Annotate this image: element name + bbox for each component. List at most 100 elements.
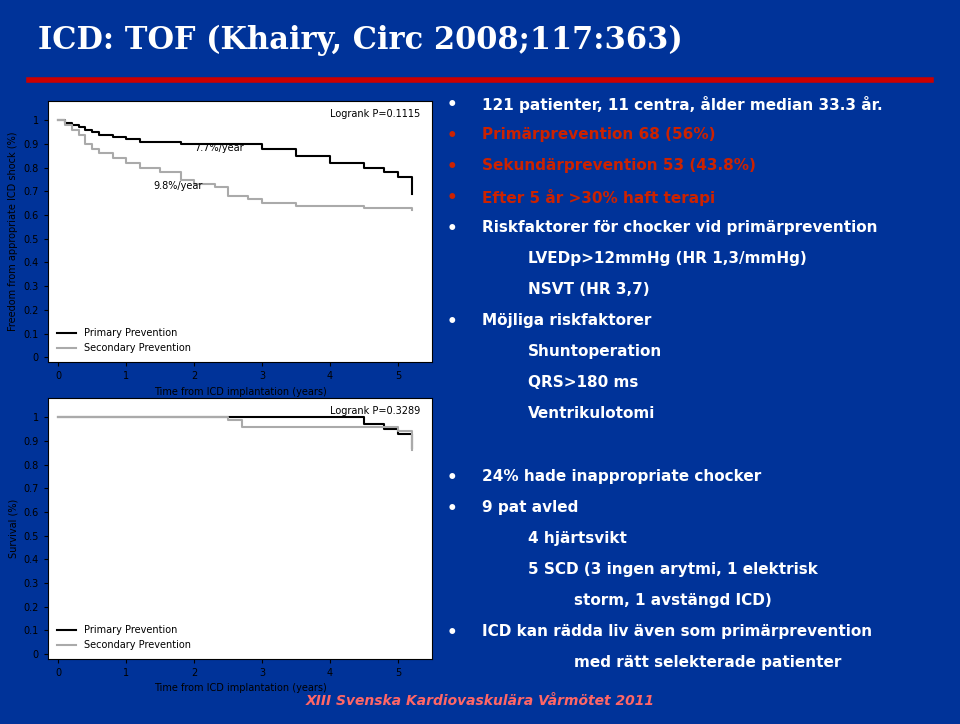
Primary Prevention <box>324 413 336 421</box>
Primary Prevention <box>86 128 98 137</box>
Text: •: • <box>446 500 457 518</box>
X-axis label: Time from ICD implantation (years): Time from ICD implantation (years) <box>154 683 326 694</box>
Secondary Prevention <box>406 446 418 455</box>
Text: •: • <box>446 468 457 487</box>
Primary Prevention <box>188 413 200 421</box>
Text: 7.7%/year: 7.7%/year <box>194 143 244 153</box>
Secondary Prevention <box>236 422 248 431</box>
Primary Prevention <box>406 444 418 452</box>
Secondary Prevention <box>256 199 268 208</box>
Primary Prevention <box>188 140 200 148</box>
Text: Primärprevention 68 (56%): Primärprevention 68 (56%) <box>482 127 716 142</box>
Primary Prevention <box>80 125 91 134</box>
Primary Prevention <box>378 168 390 177</box>
Secondary Prevention <box>134 164 146 172</box>
Secondary Prevention <box>66 125 78 134</box>
Secondary Prevention <box>223 415 234 424</box>
Secondary Prevention <box>107 154 118 163</box>
Text: XIII Svenska Kardiovaskulära Vårmötet 2011: XIII Svenska Kardiovaskulära Vårmötet 20… <box>305 694 655 707</box>
Y-axis label: Freedom from appropriate ICD shock (%): Freedom from appropriate ICD shock (%) <box>8 132 18 332</box>
Text: 4 hjärtsvikt: 4 hjärtsvikt <box>528 531 627 546</box>
Secondary Prevention <box>86 144 98 153</box>
Primary Prevention <box>53 116 64 125</box>
Text: LVEDp>12mmHg (HR 1,3/mmHg): LVEDp>12mmHg (HR 1,3/mmHg) <box>528 251 806 266</box>
Primary Prevention <box>107 132 118 141</box>
Secondary Prevention <box>60 121 71 130</box>
Secondary Prevention <box>53 116 64 125</box>
Primary Prevention <box>86 413 98 421</box>
Text: 24% hade inappropriate chocker: 24% hade inappropriate chocker <box>482 468 761 484</box>
Primary Prevention <box>155 138 166 146</box>
Primary Prevention <box>406 190 418 198</box>
Text: 9 pat avled: 9 pat avled <box>482 500 579 515</box>
Secondary Prevention <box>243 194 254 203</box>
Text: Efter 5 år >30% haft terapi: Efter 5 år >30% haft terapi <box>482 189 715 206</box>
Text: 5 SCD (3 ingen arytmi, 1 elektrisk: 5 SCD (3 ingen arytmi, 1 elektrisk <box>528 562 818 577</box>
Secondary Prevention <box>188 413 200 421</box>
Text: 121 patienter, 11 centra, ålder median 33.3 år.: 121 patienter, 11 centra, ålder median 3… <box>482 96 883 113</box>
Primary Prevention <box>93 130 105 139</box>
Secondary Prevention <box>324 422 336 431</box>
Text: •: • <box>446 96 457 114</box>
Text: Möjliga riskfaktorer: Möjliga riskfaktorer <box>482 313 652 328</box>
X-axis label: Time from ICD implantation (years): Time from ICD implantation (years) <box>154 387 326 397</box>
Primary Prevention <box>324 159 336 167</box>
Primary Prevention <box>73 123 84 132</box>
Secondary Prevention <box>80 140 91 148</box>
Secondary Prevention <box>393 203 404 212</box>
Text: ICD: TOF (Khairy, Circ 2008;117:363): ICD: TOF (Khairy, Circ 2008;117:363) <box>38 25 684 56</box>
Text: Shuntoperation: Shuntoperation <box>528 345 662 359</box>
Line: Secondary Prevention: Secondary Prevention <box>59 417 412 450</box>
Text: Ventrikulotomi: Ventrikulotomi <box>528 406 656 421</box>
Primary Prevention <box>223 413 234 421</box>
Text: Logrank P=0.1115: Logrank P=0.1115 <box>330 109 420 119</box>
Primary Prevention <box>60 118 71 127</box>
Secondary Prevention <box>358 422 370 431</box>
Legend: Primary Prevention, Secondary Prevention: Primary Prevention, Secondary Prevention <box>53 621 195 654</box>
Secondary Prevention <box>256 422 268 431</box>
Primary Prevention <box>393 429 404 438</box>
Text: •: • <box>446 158 457 176</box>
Primary Prevention <box>120 413 132 421</box>
Primary Prevention <box>358 164 370 172</box>
Text: Riskfaktorer för chocker vid primärprevention: Riskfaktorer för chocker vid primärpreve… <box>482 220 877 235</box>
Secondary Prevention <box>120 159 132 167</box>
Text: •: • <box>446 624 457 642</box>
Y-axis label: Survival (%): Survival (%) <box>8 499 18 558</box>
Primary Prevention <box>223 140 234 148</box>
Line: Secondary Prevention: Secondary Prevention <box>59 120 412 211</box>
Line: Primary Prevention: Primary Prevention <box>59 417 412 448</box>
Primary Prevention <box>393 173 404 182</box>
Text: 9.8%/year: 9.8%/year <box>154 181 203 191</box>
Primary Prevention <box>256 144 268 153</box>
Secondary Prevention <box>290 201 301 210</box>
Primary Prevention <box>378 425 390 434</box>
Secondary Prevention <box>406 206 418 215</box>
Text: med rätt selekterade patienter: med rätt selekterade patienter <box>574 655 841 670</box>
Primary Prevention <box>175 140 186 148</box>
Legend: Primary Prevention, Secondary Prevention: Primary Prevention, Secondary Prevention <box>53 324 195 357</box>
Text: ICD kan rädda liv även som primärprevention: ICD kan rädda liv även som primärprevent… <box>482 624 873 639</box>
Secondary Prevention <box>290 422 301 431</box>
Secondary Prevention <box>175 175 186 184</box>
Primary Prevention <box>53 413 64 421</box>
Primary Prevention <box>120 135 132 143</box>
Primary Prevention <box>290 413 301 421</box>
Secondary Prevention <box>393 427 404 436</box>
Secondary Prevention <box>155 168 166 177</box>
Text: •: • <box>446 127 457 145</box>
Text: •: • <box>446 313 457 332</box>
Text: NSVT (HR 3,7): NSVT (HR 3,7) <box>528 282 650 297</box>
Secondary Prevention <box>73 130 84 139</box>
Secondary Prevention <box>223 192 234 201</box>
Primary Prevention <box>155 413 166 421</box>
Secondary Prevention <box>208 182 220 191</box>
Primary Prevention <box>358 420 370 429</box>
Text: •: • <box>446 220 457 238</box>
Primary Prevention <box>290 151 301 160</box>
Text: Sekundärprevention 53 (43.8%): Sekundärprevention 53 (43.8%) <box>482 158 756 173</box>
Text: storm, 1 avstängd ICD): storm, 1 avstängd ICD) <box>574 593 772 608</box>
Secondary Prevention <box>93 149 105 158</box>
Secondary Prevention <box>155 413 166 421</box>
Secondary Prevention <box>86 413 98 421</box>
